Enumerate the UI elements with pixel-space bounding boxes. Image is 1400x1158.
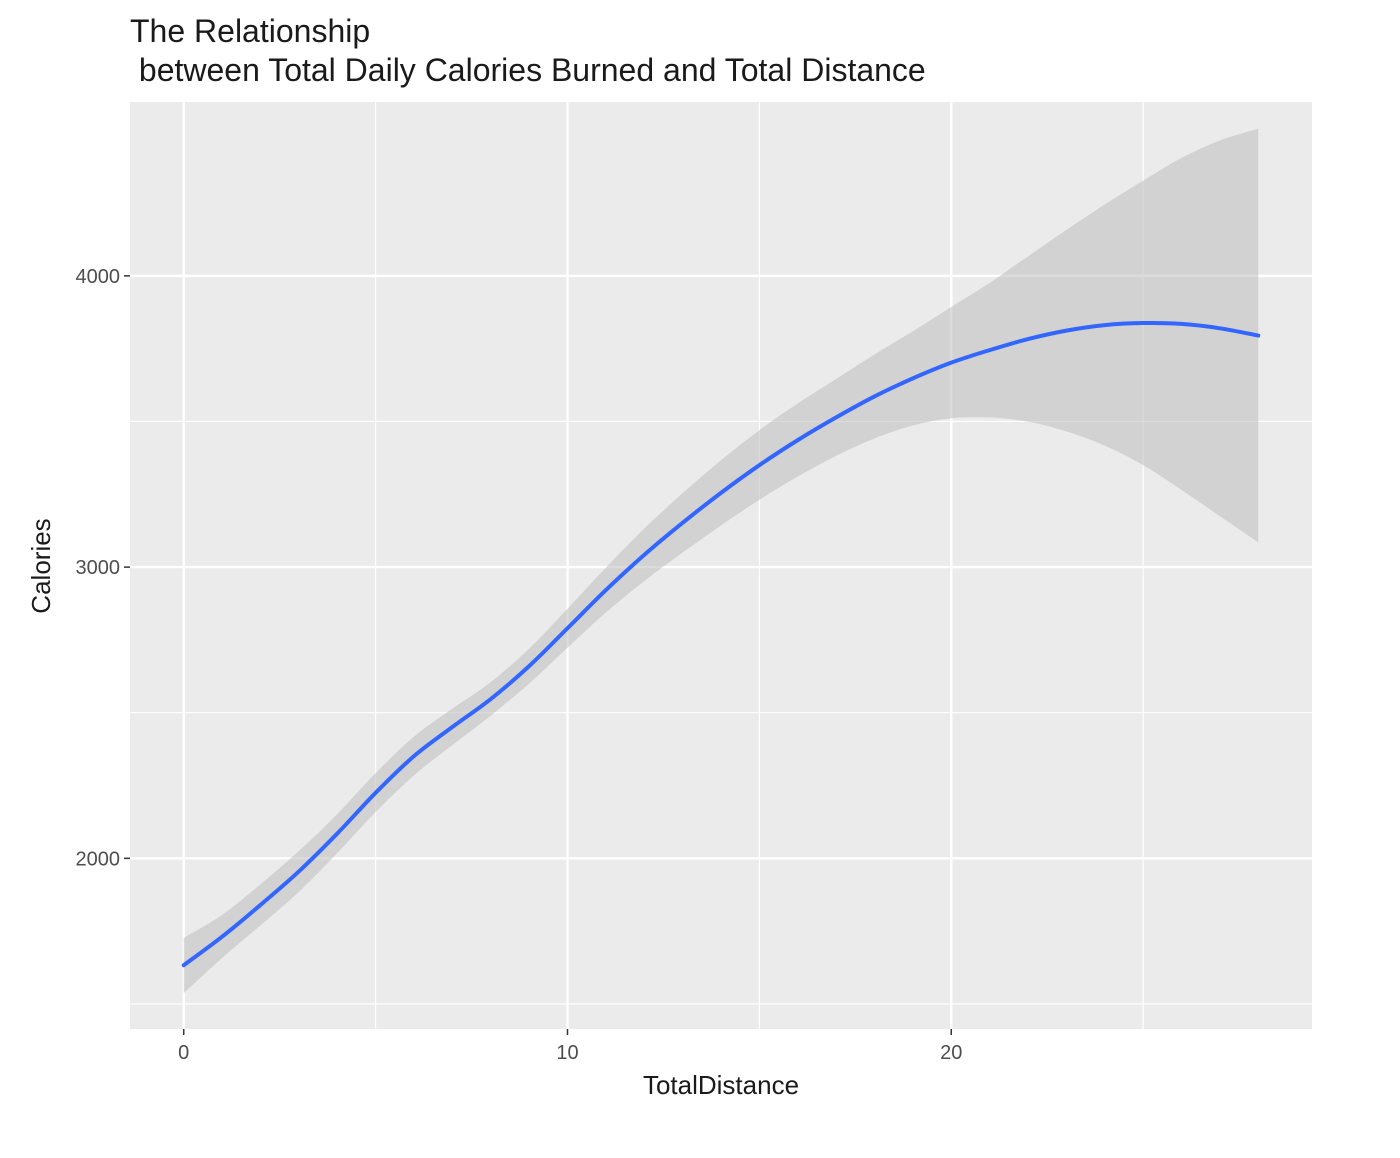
x-axis-title: TotalDistance (643, 1070, 799, 1100)
smooth-fit-line (181, 320, 1261, 968)
y-axis-title: Calories (26, 518, 56, 613)
y-axis-ticks: 2000 3000 4000 (76, 266, 130, 870)
x-axis-ticks: 0 10 20 (178, 1029, 962, 1064)
x-tick-label: 0 (178, 1042, 189, 1064)
chart-title: The Relationship between Total Daily Cal… (130, 13, 926, 88)
x-tick-label: 20 (940, 1042, 962, 1064)
y-tick-label: 2000 (76, 848, 121, 870)
y-tick-label: 4000 (76, 266, 121, 288)
chart-title-line: The Relationship (130, 13, 370, 49)
y-tick-label: 3000 (76, 557, 121, 579)
confidence-ribbon (183, 128, 1259, 994)
x-tick-label: 10 (556, 1042, 578, 1064)
chart-title-line: between Total Daily Calories Burned and … (130, 52, 926, 88)
